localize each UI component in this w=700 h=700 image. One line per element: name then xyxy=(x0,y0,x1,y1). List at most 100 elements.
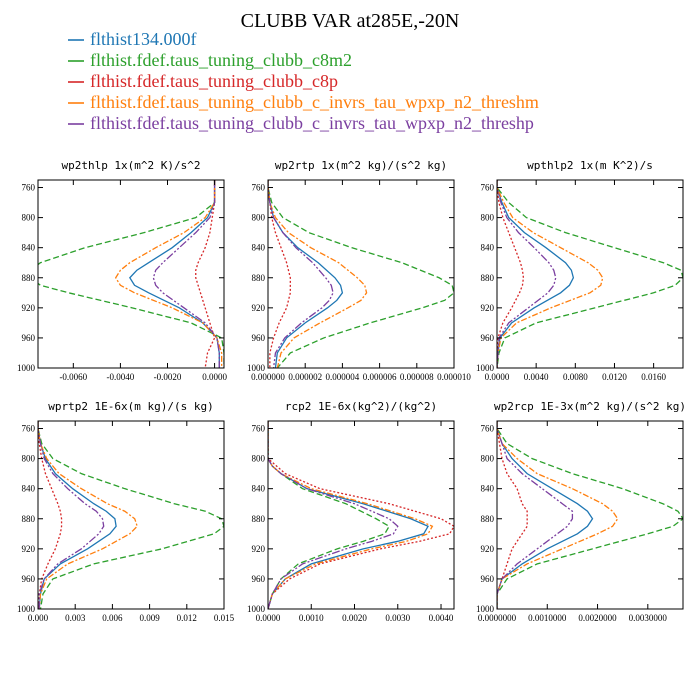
legend-entry: flthist.fdef.taus_tuning_clubb_c8p xyxy=(90,71,338,91)
y-tick-label: 1000 xyxy=(17,604,36,614)
series-line xyxy=(497,180,604,368)
series-line xyxy=(268,180,454,368)
panel-5: rcp2 1E-6x(kg^2)/(kg^2) 760 800 840 880 920 96… xyxy=(247,400,455,623)
y-tick-label: 800 xyxy=(252,213,266,223)
series-line xyxy=(497,421,574,609)
y-tick-label: 920 xyxy=(252,303,266,313)
series-line xyxy=(152,180,220,368)
y-tick-label: 1000 xyxy=(476,604,495,614)
plot-frame xyxy=(37,420,225,610)
x-tick-label: 0.0000 xyxy=(256,613,281,623)
panel-2: wp2rtp 1x(m^2 kg)/(s^2 kg) 760 800 840 880 92… xyxy=(247,159,471,382)
x-tick-label: 0.000008 xyxy=(400,372,434,382)
series-line xyxy=(268,421,434,609)
y-tick-label: 800 xyxy=(481,454,495,464)
y-tick-label: 760 xyxy=(252,424,266,434)
x-tick-label: -0.0040 xyxy=(107,372,135,382)
y-tick-label: 960 xyxy=(22,333,36,343)
x-tick-label: 0.012 xyxy=(177,613,197,623)
series-line xyxy=(38,421,117,609)
series-line xyxy=(268,421,429,609)
x-tick-label: 0.006 xyxy=(102,613,123,623)
x-tick-label: 0.0080 xyxy=(563,372,588,382)
x-tick-label: -0.0060 xyxy=(59,372,87,382)
y-tick-label: 920 xyxy=(481,544,495,554)
y-tick-label: 1000 xyxy=(476,363,495,373)
plot-frame xyxy=(37,179,225,369)
panel-title: wprtp2 1E-6x(m kg)/(s kg) xyxy=(48,400,214,413)
y-tick-label: 840 xyxy=(481,484,495,494)
x-tick-label: 0.015 xyxy=(214,613,235,623)
y-tick-label: 760 xyxy=(22,424,36,434)
y-tick-label: 1000 xyxy=(17,363,36,373)
series-line xyxy=(497,421,528,609)
x-tick-label: 0.000006 xyxy=(363,372,397,382)
x-tick-label: 0.0010000 xyxy=(528,613,567,623)
series-line xyxy=(195,180,216,368)
x-tick-label: 0.0020000 xyxy=(578,613,617,623)
y-tick-label: 880 xyxy=(481,514,495,524)
y-tick-label: 800 xyxy=(481,213,495,223)
legend: flthist134.000f flthist.fdef.taus_tuning_… xyxy=(68,29,539,133)
x-tick-label: 0.000000 xyxy=(251,372,285,382)
series-line xyxy=(497,180,525,368)
plot-frame xyxy=(267,179,455,369)
x-tick-label: 0.000 xyxy=(28,613,49,623)
x-tick-label: 0.0000000 xyxy=(478,613,517,623)
x-tick-label: 0.0040 xyxy=(429,613,454,623)
series-line xyxy=(38,421,224,609)
legend-entry: flthist.fdef.taus_tuning_clubb_c_invrs_t… xyxy=(90,113,534,133)
y-tick-label: 920 xyxy=(22,303,36,313)
y-tick-label: 840 xyxy=(252,243,266,253)
y-tick-label: 880 xyxy=(22,514,36,524)
series-line xyxy=(129,180,220,368)
panel-title: wp2rtp 1x(m^2 kg)/(s^2 kg) xyxy=(275,159,447,172)
x-tick-label: 0.009 xyxy=(139,613,160,623)
y-tick-label: 880 xyxy=(252,273,266,283)
y-tick-label: 960 xyxy=(22,574,36,584)
plot-frame xyxy=(496,420,684,610)
series-line xyxy=(497,421,683,609)
y-tick-label: 880 xyxy=(252,514,266,524)
x-tick-label: 0.0160 xyxy=(641,372,666,382)
y-tick-label: 880 xyxy=(481,273,495,283)
x-tick-label: 0.000010 xyxy=(437,372,471,382)
series-line xyxy=(268,421,454,609)
y-tick-label: 760 xyxy=(22,183,36,193)
x-tick-label: 0.000002 xyxy=(288,372,322,382)
series-line xyxy=(497,180,683,368)
y-tick-label: 960 xyxy=(252,574,266,584)
y-tick-label: 840 xyxy=(22,243,36,253)
series-line xyxy=(268,421,391,609)
y-tick-label: 880 xyxy=(22,273,36,283)
y-tick-label: 1000 xyxy=(247,604,266,614)
chart-title: CLUBB VAR at285E,-20N xyxy=(241,10,460,32)
y-tick-label: 760 xyxy=(481,183,495,193)
x-tick-label: 0.0010 xyxy=(299,613,324,623)
x-tick-label: 0.0030 xyxy=(385,613,410,623)
panel-title: wp2rcp 1E-3x(m^2 kg)/(s^2 kg) xyxy=(494,400,686,413)
series-line xyxy=(38,421,105,609)
y-tick-label: 960 xyxy=(481,333,495,343)
series-line xyxy=(114,180,223,368)
panel-title: wpthlp2 1x(m K^2)/s xyxy=(527,159,653,172)
x-tick-label: 0.0000 xyxy=(485,372,510,382)
panel-4: wprtp2 1E-6x(m kg)/(s kg) 760 800 840 880 920… xyxy=(17,400,235,623)
x-tick-label: 0.003 xyxy=(65,613,86,623)
legend-entry: flthist134.000f xyxy=(90,29,197,49)
y-tick-label: 920 xyxy=(252,544,266,554)
panel-6: wp2rcp 1E-3x(m^2 kg)/(s^2 kg) 760 800 840 88… xyxy=(476,400,686,623)
y-tick-label: 920 xyxy=(481,303,495,313)
series-line xyxy=(497,421,594,609)
y-tick-label: 760 xyxy=(252,183,266,193)
panel-3: wpthlp2 1x(m K^2)/s 760 800 840 880 920 960 100… xyxy=(476,159,684,382)
series-line xyxy=(268,180,291,368)
series-line xyxy=(268,180,334,368)
panel-1: wp2thlp 1x(m^2 K)/s^2 760 800 840 880 920 960 1… xyxy=(17,159,227,382)
legend-entry: flthist.fdef.taus_tuning_clubb_c_invrs_t… xyxy=(90,92,539,112)
plot-frame xyxy=(496,179,684,369)
y-tick-label: 960 xyxy=(252,333,266,343)
x-tick-label: 0.0030000 xyxy=(629,613,668,623)
series-line xyxy=(38,421,138,609)
